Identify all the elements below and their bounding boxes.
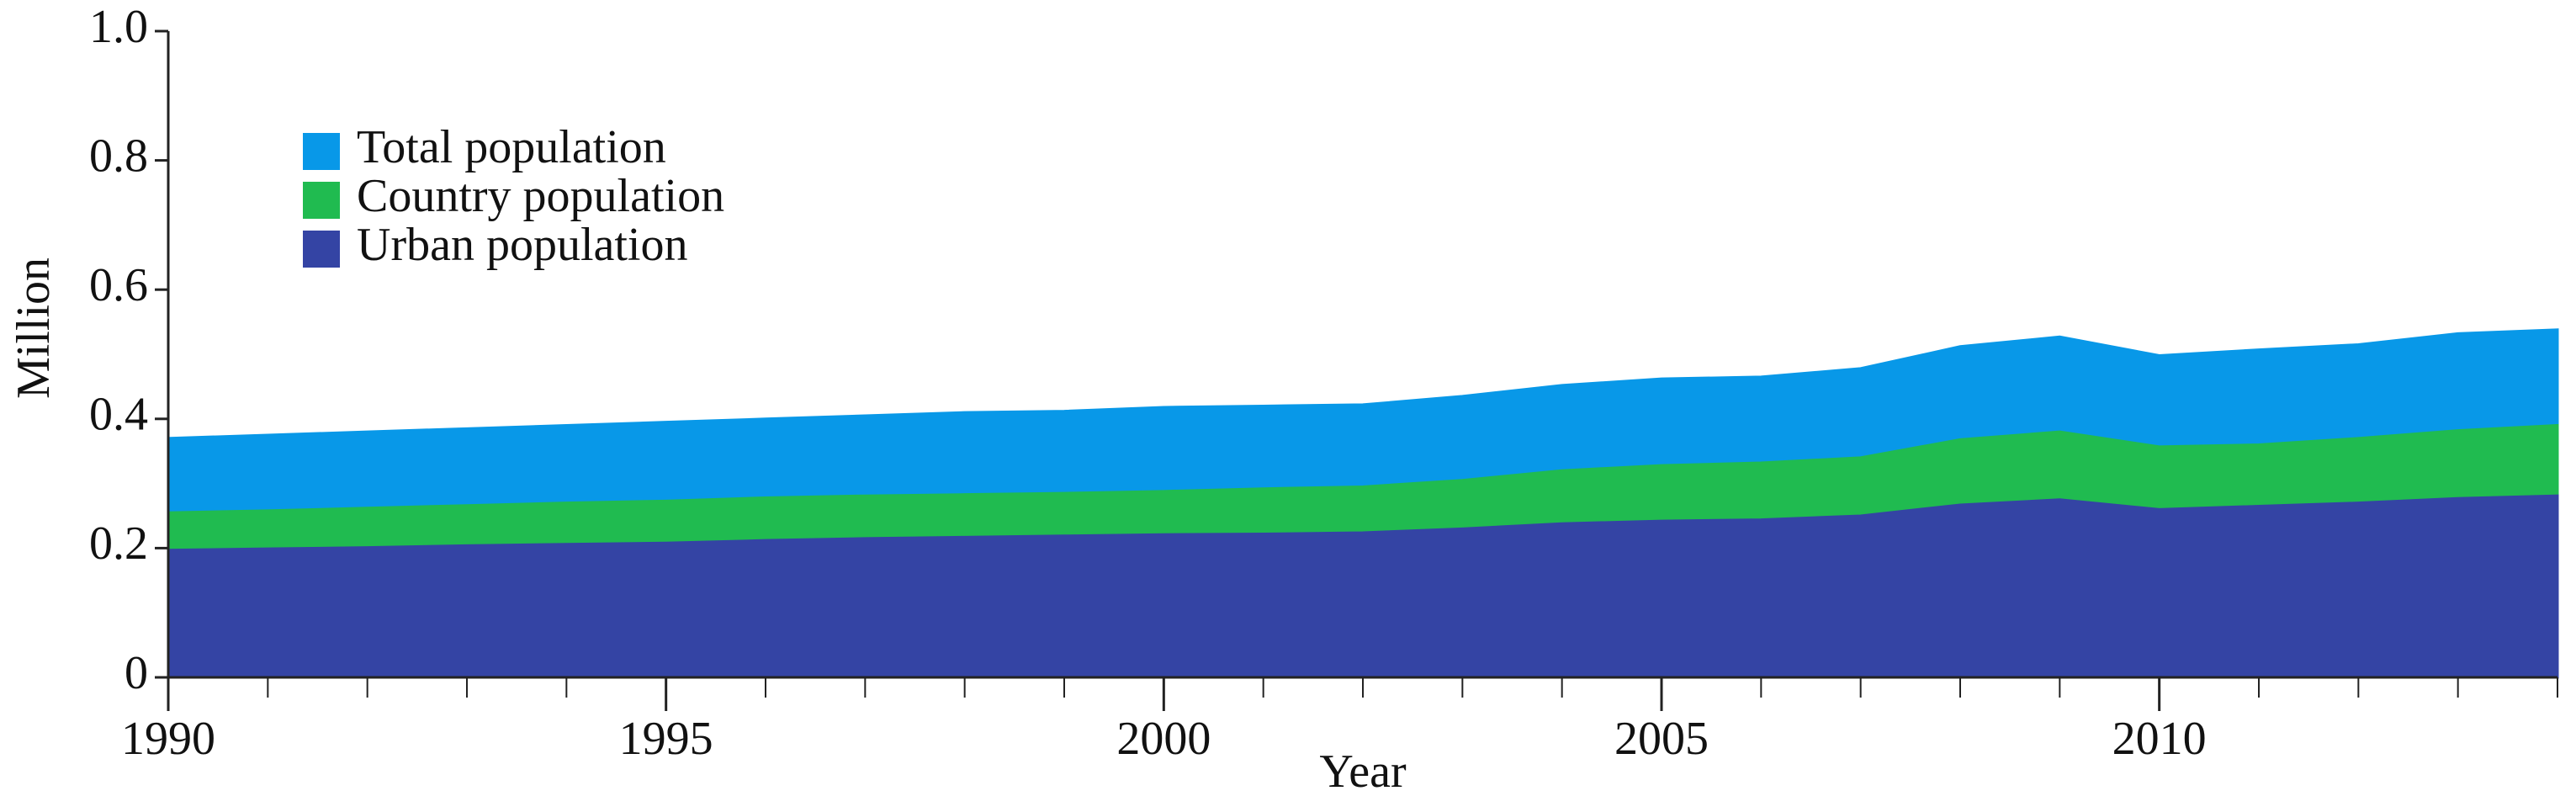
y-tick-label: 1.0 [89,1,148,53]
x-tick-label: 1990 [121,713,215,765]
legend-swatch [303,182,340,219]
y-tick-label: 0 [125,647,148,699]
x-tick-label: 1995 [619,713,713,765]
y-tick-label: 0.2 [89,517,148,570]
y-axis-label: Million [8,257,60,399]
legend-label: Country population [357,170,724,222]
y-tick-label: 0.8 [89,130,148,182]
legend-label: Total population [357,121,666,173]
legend-label: Urban population [357,219,687,271]
legend-swatch [303,231,340,268]
x-axis-label: Year [1319,746,1407,798]
legend-swatch [303,133,340,170]
x-tick-label: 2010 [2112,713,2207,765]
y-tick-label: 0.6 [89,259,148,311]
x-tick-label: 2005 [1614,713,1709,765]
x-tick-label: 2000 [1116,713,1211,765]
area [167,494,2559,679]
y-tick-label: 0.4 [89,389,148,441]
